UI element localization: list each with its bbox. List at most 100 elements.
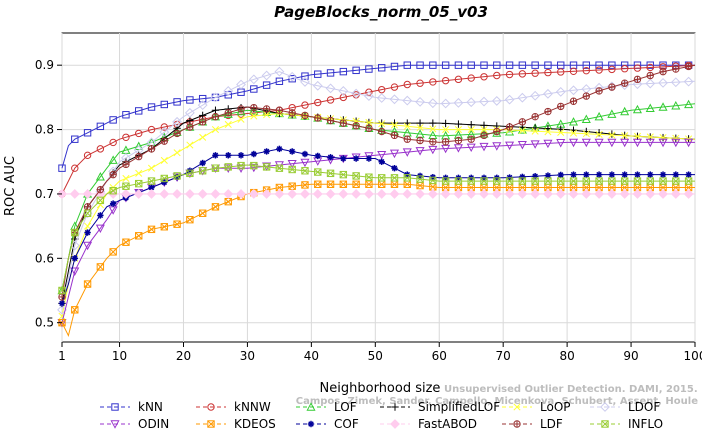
data-point-inflo [198,167,207,175]
data-point-fastabod [172,189,182,199]
data-point-fastabod [236,189,246,199]
data-point-ldof [479,96,489,107]
data-point-loop [186,141,194,149]
legend-marker [307,420,315,428]
legend-marker [306,402,316,411]
data-point-knn [71,135,79,143]
data-point-kdeos [365,180,373,188]
legend-marker [207,420,215,428]
data-point-kdeos [339,180,348,188]
data-point-knn [109,116,117,124]
data-point-ldof [670,77,681,88]
data-point-ldf [122,160,130,169]
x-tick-label: 80 [559,349,574,363]
legend-marker [513,420,521,428]
data-point-odin [594,138,604,148]
data-point-ldf [646,71,654,80]
data-point-ldf [288,109,296,117]
data-point-lof [632,104,642,114]
data-point-knnw [301,101,309,109]
data-point-ldf [186,123,194,131]
x-tick-label: 30 [240,349,255,363]
legend-item-simplifiedlof: SimplifiedLOF [380,400,500,414]
data-point-inflo [262,163,271,171]
data-point-loop [365,118,373,127]
data-point-ldf [135,152,143,161]
data-point-ldof [683,76,694,87]
data-point-odin [658,138,668,148]
data-point-odin [108,206,118,215]
data-point-ldof [415,96,425,107]
data-point-cof [583,171,590,178]
legend-marker [110,420,120,429]
data-point-ldf [441,138,450,146]
data-point-ldf [160,137,169,145]
data-point-knn [275,77,284,85]
data-point-simplifiedlof [480,121,488,130]
data-point-inflo [569,177,578,185]
data-point-cof [301,150,309,158]
data-point-ldf [518,118,527,126]
data-point-inflo [429,176,437,185]
data-point-knn [429,61,437,69]
data-point-knn [480,61,488,69]
data-point-ldf [301,111,309,120]
data-point-knnw [326,96,335,104]
data-point-fastabod [415,189,425,199]
data-point-ldf [684,62,693,71]
data-point-cof [276,145,283,153]
data-point-loop [480,126,488,134]
data-point-odin [300,158,310,168]
series-line-odin [61,141,695,323]
data-point-simplifiedlof [211,106,220,114]
data-point-ldof [261,70,272,81]
data-point-cof [557,171,564,179]
data-point-kdeos [160,223,169,231]
data-point-inflo [608,177,616,185]
data-point-inflo [224,163,232,171]
data-point-ldf [352,122,360,130]
data-point-odin [556,139,566,148]
legend-marker [111,403,119,411]
data-point-ldf [314,114,322,122]
legend-item-loop: LoOP [502,400,571,414]
data-point-odin [543,139,553,149]
data-point-fastabod [402,189,413,199]
data-point-ldof [491,96,502,106]
data-point-ldof [210,92,221,103]
data-point-loop [416,124,424,132]
data-point-cof [391,164,398,172]
data-point-odin [479,142,489,152]
data-point-cof [365,155,373,162]
data-point-knn [326,69,335,77]
data-point-ldf [672,65,680,73]
data-point-fastabod [517,189,528,199]
data-point-ldof [376,93,387,103]
data-point-inflo [58,286,66,295]
legend-item-inflo: INFLO [590,417,663,431]
data-point-ldf [147,145,156,153]
data-point-cof [148,184,155,191]
data-point-knn [441,61,450,69]
y-axis-label: ROC AUC [3,156,18,216]
data-point-knnw [429,78,437,86]
data-point-ldf [480,131,488,140]
data-point-inflo [493,177,501,185]
series-line-cof [61,148,695,304]
data-point-fastabod [248,189,259,199]
legend-marker [513,403,521,411]
data-point-fastabod [312,189,323,199]
legend-marker [391,403,399,411]
data-point-fastabod [594,189,604,199]
data-point-fastabod [466,189,477,199]
data-point-ldof [325,83,336,94]
data-point-ldof [543,88,553,99]
data-point-ldof [658,77,668,88]
data-point-knn [365,65,373,73]
legend-marker [600,402,610,412]
data-point-knnw [569,67,578,76]
data-point-knnw [633,64,642,72]
data-point-fastabod [606,189,617,199]
data-point-ldf [377,127,386,136]
